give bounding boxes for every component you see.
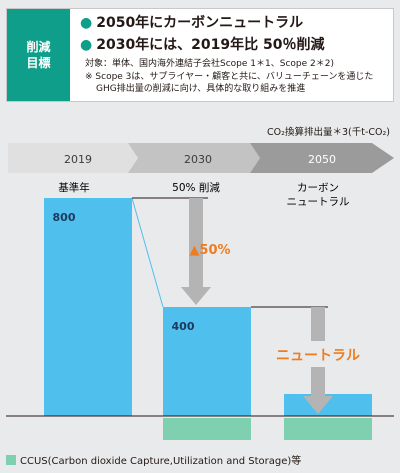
connector-2019-2030 [131,197,164,308]
bar-value-label-2030: 400 [172,320,195,333]
category-label-2050-line1: カーボン [297,182,339,194]
reduction-target-label: 削減 目標 [7,9,70,101]
bullet-icon: ● [80,15,93,31]
category-label-2030: 50% 削減 [172,181,220,194]
timeline-label-2050: 2050 [308,153,336,166]
label-line1: 削減 [26,40,51,54]
bullet-icon: ● [80,37,93,53]
legend-label-ccus: CCUS(Carbon dioxide Capture,Utilization … [20,456,302,467]
bar-value-label-2019: 800 [53,211,76,224]
ccus-block-2050 [284,418,372,440]
unit-label: CO₂換算排出量＊3(千t-CO₂) [267,127,390,138]
goal-2030: ● 2030年には、2019年比 50％削減 [80,34,325,54]
arrow-2019-to-2030-shaft [189,198,203,287]
legend: CCUS(Carbon dioxide Capture,Utilization … [6,452,301,467]
goal-2050: ● 2050年にカーボンニュートラル [80,12,303,32]
target-panel [6,8,394,102]
scope3-note-cont: GHG排出量の削減に向け、具体的な取り組みを推進 [96,84,306,94]
timeline-segment-2050 [250,143,394,173]
arrow-2030-to-2050-head [303,396,333,414]
reduction-annotation: ▲50% [189,243,230,258]
timeline-label-2019: 2019 [64,153,92,166]
bar-2030 [163,307,251,416]
timeline-segment-2019 [8,143,138,173]
legend-swatch-ccus [6,454,16,465]
scope-note: 対象：単体、国内海外連結子会社Scope 1＊1、Scope 2＊2) [85,59,334,69]
bar-2019 [44,198,132,416]
goal-2030-text: 2030年には、2019年比 50％削減 [96,37,325,53]
category-label-2050-line2: ニュートラル [287,196,350,208]
arrow-2019-to-2030-head [181,287,211,305]
goal-2050-text: 2050年にカーボンニュートラル [96,15,304,31]
neutral-annotation: ニュートラル [276,348,360,364]
label-line2: 目標 [26,56,51,70]
category-label-2019: 基準年 [58,181,90,194]
scope3-note: ※ Scope 3は、サプライヤー・顧客と共に、バリューチェーンを通じた [85,72,374,82]
annotation-backdrop [268,341,370,367]
ccus-block-2030 [163,418,251,440]
timeline-label-2030: 2030 [184,153,212,166]
timeline-segment-2030 [128,143,260,173]
